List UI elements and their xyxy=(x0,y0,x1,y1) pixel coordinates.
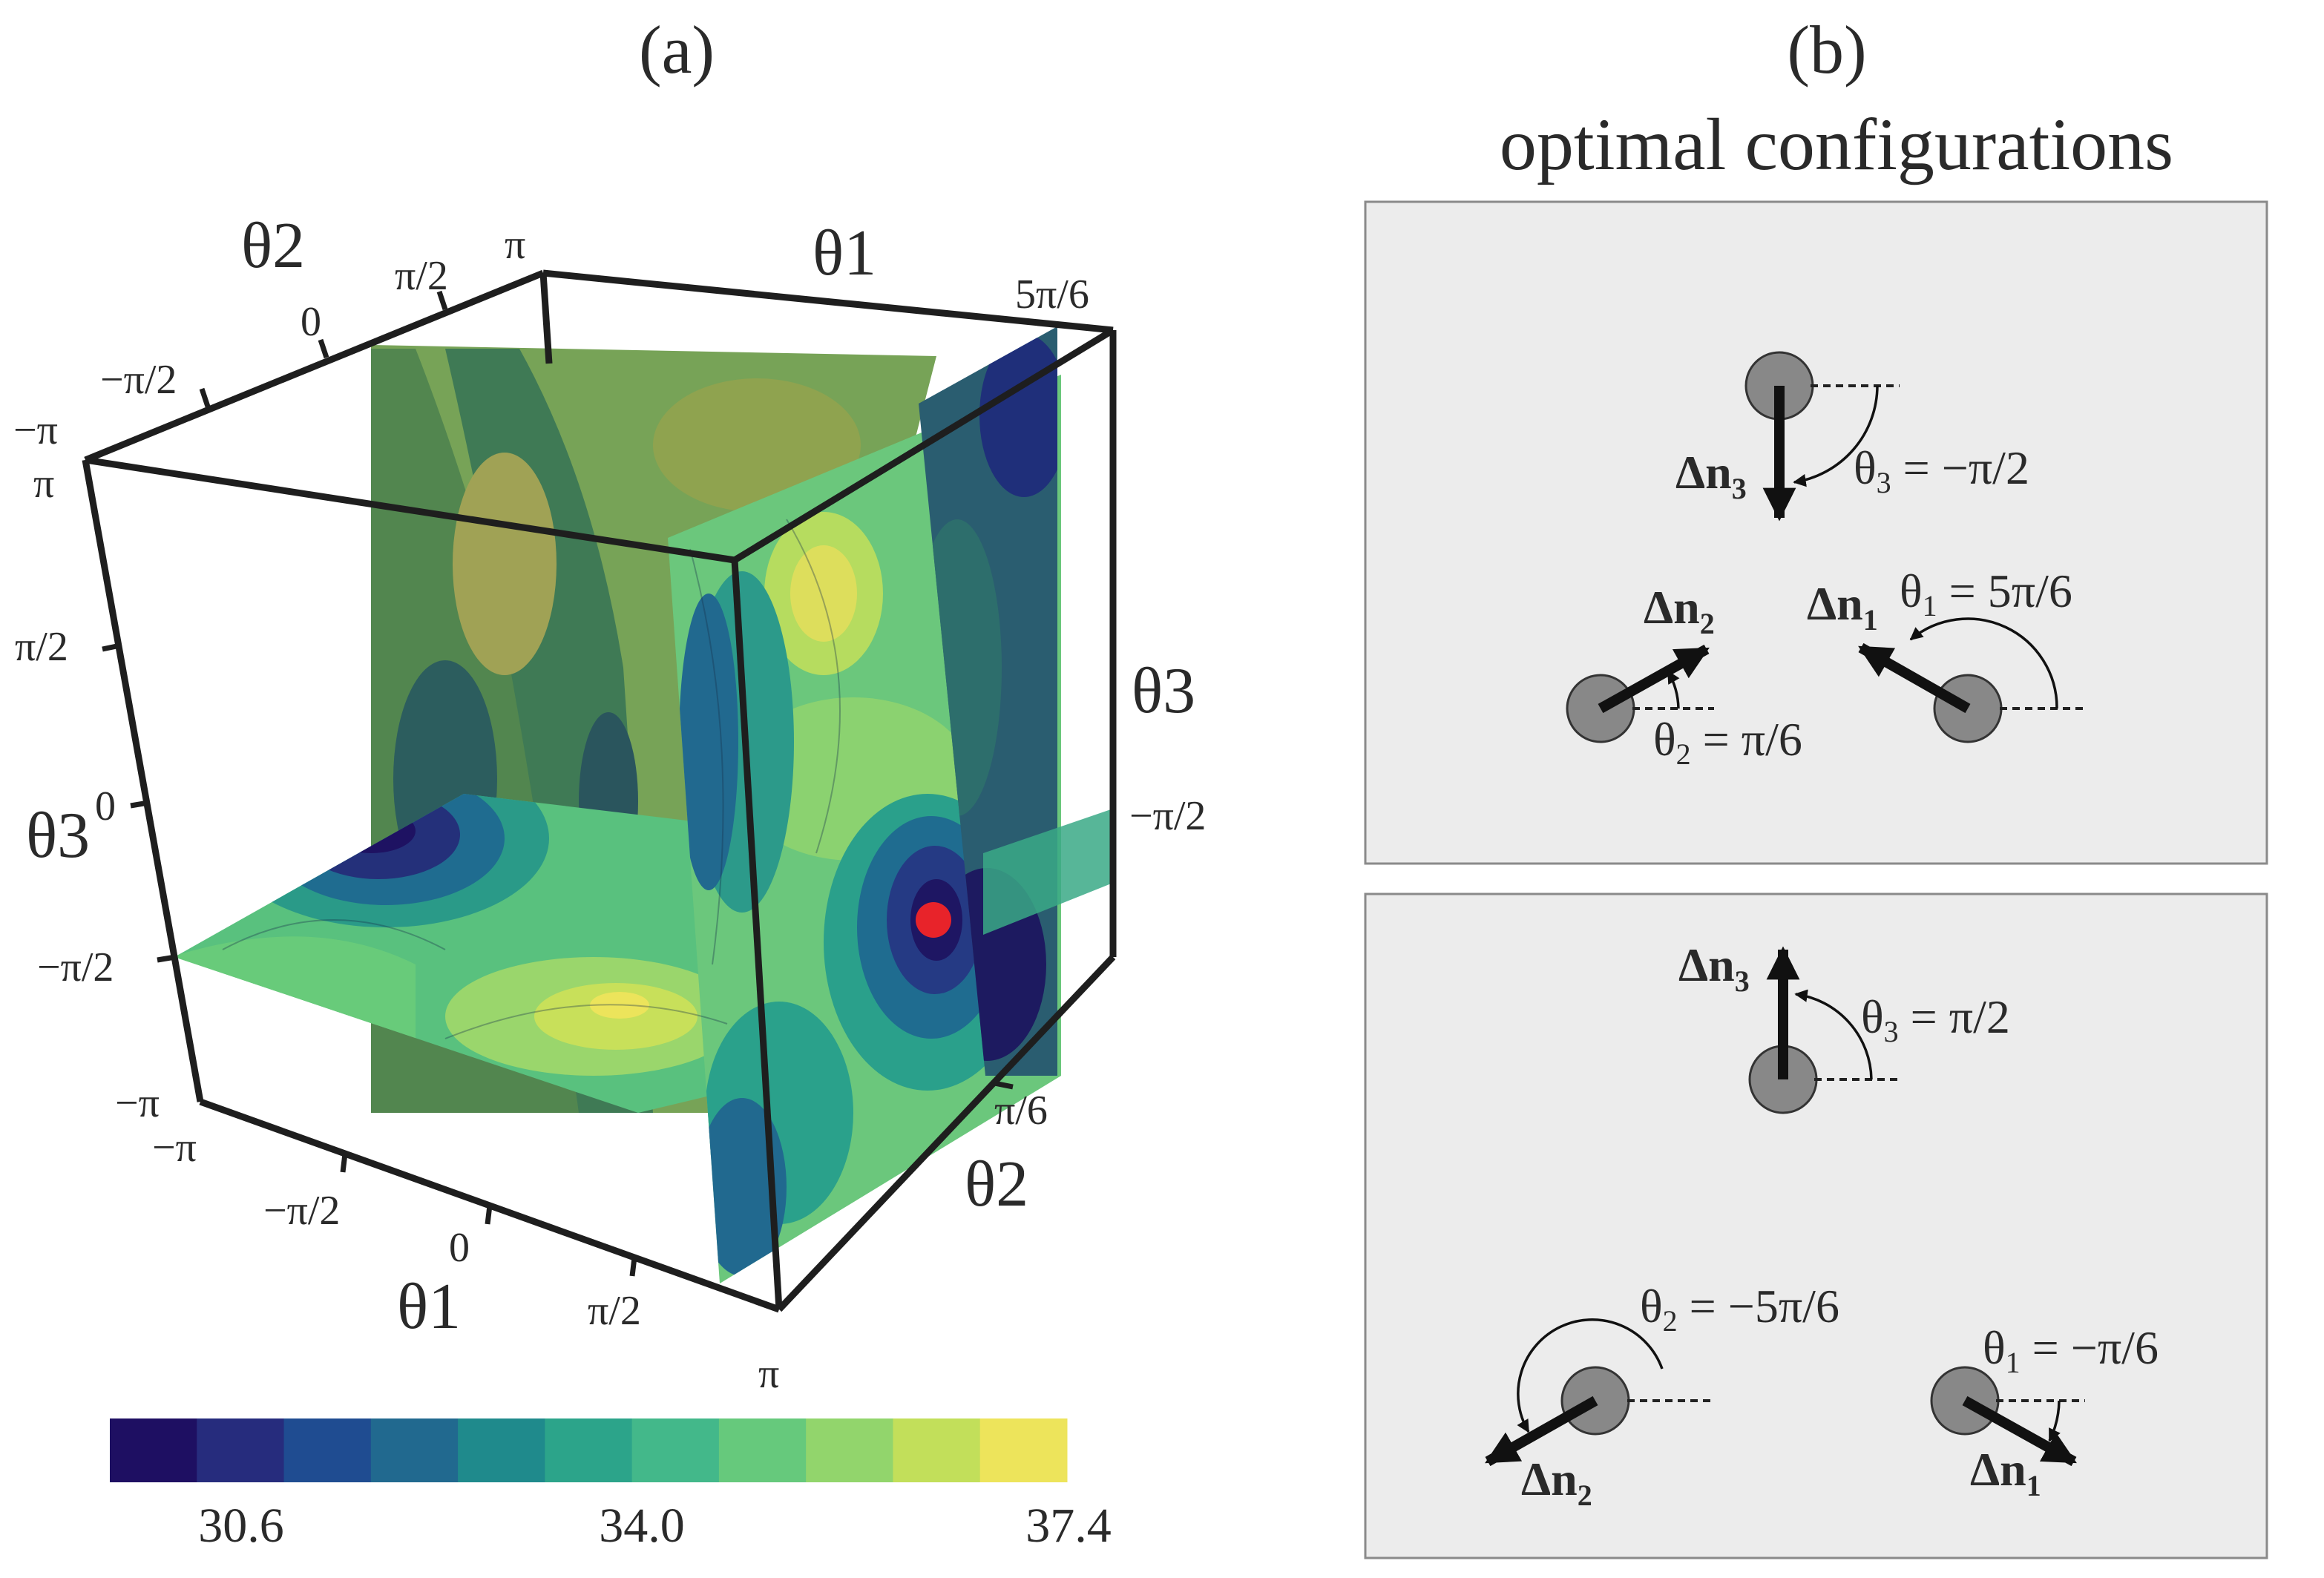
axis-theta2-right: θ2 xyxy=(965,1148,1028,1220)
axis-theta1-bottom: θ1 xyxy=(397,1271,461,1343)
tick-label: −π/2 xyxy=(100,357,177,403)
colorbar-segment xyxy=(545,1418,633,1482)
colorbar-segment xyxy=(718,1418,807,1482)
colorbar-segment xyxy=(979,1418,1068,1482)
label-dn3: Δn3 xyxy=(1678,938,1750,998)
tick-label: π/2 xyxy=(15,624,68,670)
tick-label: π xyxy=(505,222,525,268)
tick-label: π xyxy=(758,1351,779,1397)
tick-label: 0 xyxy=(301,299,321,345)
colorbar-tick-label: 34.0 xyxy=(599,1499,685,1553)
svg-text:θ3: θ3 xyxy=(1132,655,1195,727)
colorbar xyxy=(110,1418,1068,1482)
label-theta3-value: θ3 = π/2 xyxy=(1861,990,2010,1048)
colorbar-segment xyxy=(283,1418,372,1482)
tick-label: π/2 xyxy=(588,1288,641,1334)
label-dn1: Δn1 xyxy=(1970,1443,2041,1502)
colorbar-tick-label: 37.4 xyxy=(1025,1499,1112,1553)
tick-label: π xyxy=(33,461,54,507)
label-dn1: Δn1 xyxy=(1807,577,1878,637)
label-dn2: Δn2 xyxy=(1521,1453,1592,1512)
label-theta3-value: θ3 = −π/2 xyxy=(1854,441,2029,499)
optimum-marker xyxy=(916,902,951,938)
config-box-1: Δn3 θ3 = −π/2 Δn2 θ2 = π/6 Δn1 θ1 = 5π/6 xyxy=(1364,200,2268,865)
colorbar-segment xyxy=(631,1418,720,1482)
svg-text:θ1: θ1 xyxy=(813,217,876,289)
surface-plot-3d xyxy=(82,269,1117,1313)
colorbar-tick-label: 30.6 xyxy=(198,1499,284,1553)
slice-label-theta3: −π/2 xyxy=(1129,793,1206,839)
tick-label: 0 xyxy=(449,1225,470,1271)
tick-label: −π/2 xyxy=(37,944,114,990)
label-theta2-value: θ2 = π/6 xyxy=(1653,713,1802,771)
label-theta1-value: θ1 = −π/6 xyxy=(1983,1321,2159,1379)
label-theta2-value: θ2 = −5π/6 xyxy=(1640,1280,1839,1338)
svg-text:θ2: θ2 xyxy=(241,210,305,282)
colorbar-segment xyxy=(197,1418,285,1482)
axis-theta3-right: θ3 xyxy=(1132,655,1195,727)
axis-theta1-top: θ1 xyxy=(813,217,876,289)
axis-theta3-left: θ3 xyxy=(26,800,90,872)
label-theta1-value: θ1 = 5π/6 xyxy=(1900,565,2072,622)
colorbar-segment xyxy=(458,1418,545,1482)
bounding-box xyxy=(82,269,1117,1313)
svg-text:θ2: θ2 xyxy=(965,1148,1028,1220)
tick-label: −π xyxy=(13,407,58,453)
colorbar-segment xyxy=(806,1418,893,1482)
label-dn2: Δn2 xyxy=(1644,581,1715,640)
panel-b-label: (b) xyxy=(1787,12,1866,88)
tick-label: −π xyxy=(115,1080,160,1126)
tick-label: −π xyxy=(152,1125,197,1171)
panel-b-title: optimal configurations xyxy=(1500,103,2173,185)
panel-a-label: (a) xyxy=(639,12,715,88)
axis-theta2-top: θ2 xyxy=(241,210,305,282)
tick-label: −π/2 xyxy=(263,1188,340,1234)
slice-label-theta1: 5π/6 xyxy=(1015,272,1089,318)
config-box-2: Δn3 θ3 = π/2 Δn2 θ2 = −5π/6 Δn1 θ1 = −π/… xyxy=(1364,892,2268,1559)
label-dn3: Δn3 xyxy=(1675,446,1747,505)
colorbar-segment xyxy=(110,1418,197,1482)
slice-label-theta2: π/6 xyxy=(994,1088,1048,1134)
svg-text:θ3: θ3 xyxy=(26,800,90,872)
colorbar-segment xyxy=(370,1418,459,1482)
svg-text:θ1: θ1 xyxy=(397,1271,461,1343)
tick-label: 0 xyxy=(95,783,116,829)
colorbar-segment xyxy=(893,1418,981,1482)
tick-label: π/2 xyxy=(395,253,448,299)
